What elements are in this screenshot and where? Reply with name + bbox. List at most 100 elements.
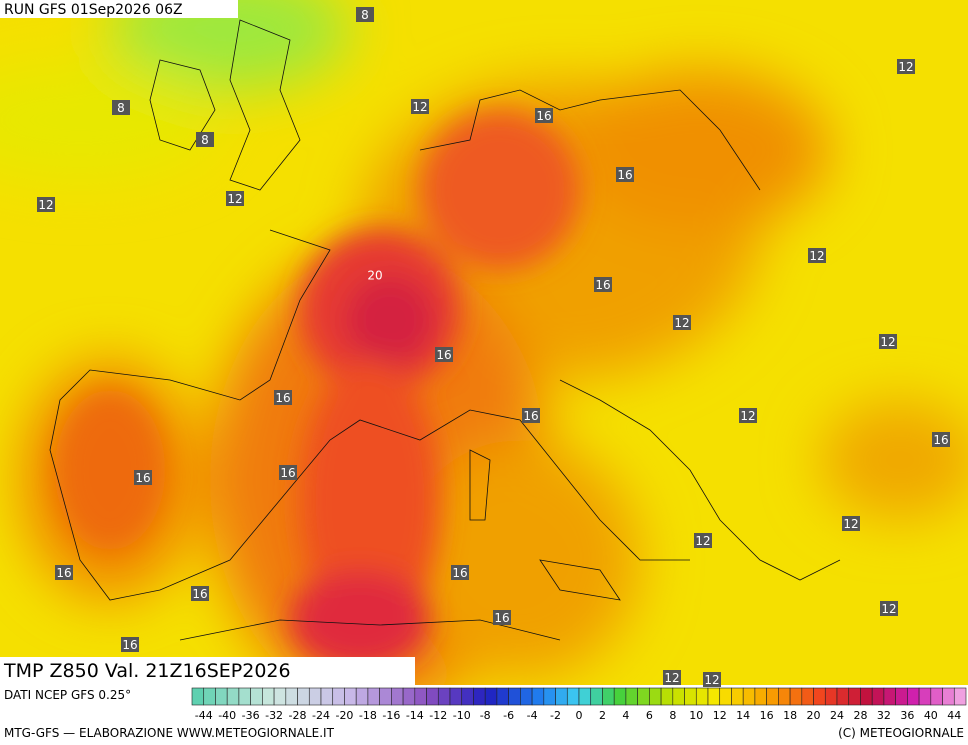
map-title: TMP Z850 Val. 21Z16SEP2026 bbox=[3, 660, 291, 682]
colorbar-cell bbox=[754, 687, 767, 706]
colorbar-tick-label: 36 bbox=[900, 709, 914, 722]
colorbar-cell bbox=[801, 687, 814, 706]
colorbar-cell bbox=[238, 687, 251, 706]
colorbar-cell bbox=[308, 687, 322, 706]
colorbar-cell bbox=[742, 687, 756, 706]
colorbar-cell bbox=[215, 687, 228, 706]
contour-label-box bbox=[535, 108, 553, 123]
credit-left: MTG-GFS — ELABORAZIONE WWW.METEOGIORNALE… bbox=[4, 726, 335, 740]
colorbar-cell bbox=[907, 687, 920, 706]
colorbar-cell bbox=[273, 687, 287, 706]
contour-label: 16 bbox=[56, 566, 71, 580]
colorbar-cell bbox=[578, 687, 592, 706]
colorbar-cell bbox=[426, 687, 439, 706]
contour-label: 12 bbox=[881, 602, 896, 616]
colorbar-tick-label: 10 bbox=[689, 709, 703, 722]
contour-label-box bbox=[279, 465, 297, 480]
contour-label-box bbox=[932, 432, 950, 447]
contour-label-box bbox=[451, 565, 469, 580]
contour-label: 12 bbox=[664, 671, 679, 685]
contour-label: 12 bbox=[227, 192, 242, 206]
contour-label: 16 bbox=[192, 587, 207, 601]
contour-label-box bbox=[880, 601, 898, 616]
colorbar-cell bbox=[484, 687, 498, 706]
contour-label-box bbox=[196, 132, 214, 147]
contour-label-box bbox=[842, 516, 860, 531]
colorbar-cell bbox=[566, 687, 580, 706]
colorbar-cell bbox=[226, 687, 240, 706]
contour-label-box bbox=[663, 670, 681, 685]
title-box bbox=[0, 657, 415, 685]
contour-label-box bbox=[522, 408, 540, 423]
colorbar-cell bbox=[602, 687, 615, 706]
contour-label: 12 bbox=[880, 335, 895, 349]
colorbar-tick-label: 2 bbox=[599, 709, 606, 722]
colorbar-tick-label: -10 bbox=[453, 709, 471, 722]
colorbar-tick-label: 6 bbox=[646, 709, 653, 722]
colorbar-tick-label: -16 bbox=[382, 709, 400, 722]
contour-label: 16 bbox=[135, 471, 150, 485]
contour-label: 16 bbox=[536, 109, 551, 123]
contour-label: 12 bbox=[704, 673, 719, 687]
colorbar-tick-label: 4 bbox=[622, 709, 629, 722]
colorbar-cell bbox=[731, 687, 744, 706]
contour-label-box bbox=[191, 586, 209, 601]
colorbar-cell bbox=[613, 687, 627, 706]
colorbar-cell bbox=[531, 687, 545, 706]
contour-label: 8 bbox=[361, 8, 369, 22]
colorbar-tick-label: -6 bbox=[503, 709, 514, 722]
colorbar-cell bbox=[414, 687, 427, 706]
colorbar-tick-label: -28 bbox=[289, 709, 307, 722]
contour-label: 8 bbox=[117, 101, 125, 115]
contour-label: 12 bbox=[674, 316, 689, 330]
colorbar-cell bbox=[695, 687, 709, 706]
colorbar-cell bbox=[590, 687, 603, 706]
contour-label: 16 bbox=[494, 611, 509, 625]
colorbar-cell bbox=[543, 687, 556, 706]
colorbar-cell bbox=[883, 687, 896, 706]
colorbar-tick-label: -14 bbox=[406, 709, 424, 722]
colorbar-tick-label: -8 bbox=[480, 709, 491, 722]
contour-label: 16 bbox=[275, 391, 290, 405]
coastlines bbox=[49, 19, 841, 641]
colorbar-cell bbox=[637, 687, 650, 706]
contour-label: 12 bbox=[809, 249, 824, 263]
temperature-field bbox=[0, 0, 968, 685]
contour-label-box bbox=[112, 100, 130, 115]
colorbar-tick-label: -4 bbox=[527, 709, 538, 722]
contour-label: 12 bbox=[843, 517, 858, 531]
colorbar-cell bbox=[684, 687, 697, 706]
colorbar-tick-label: -18 bbox=[359, 709, 377, 722]
colorbar-tick-label: 44 bbox=[947, 709, 961, 722]
colorbar-cell bbox=[379, 687, 392, 706]
colorbar-cell bbox=[473, 687, 486, 706]
credit-right: (C) METEOGIORNALE bbox=[838, 726, 964, 740]
contour-label: 20 bbox=[367, 269, 382, 283]
colorbar-cell bbox=[191, 687, 205, 706]
contour-label: 16 bbox=[280, 466, 295, 480]
contour-label-box bbox=[134, 470, 152, 485]
colorbar-cell bbox=[813, 687, 826, 706]
colorbar-cell bbox=[953, 687, 967, 706]
contour-label: 16 bbox=[617, 168, 632, 182]
colorbar-cell bbox=[871, 687, 885, 706]
colorbar-cell bbox=[625, 687, 638, 706]
colorbar-cell bbox=[250, 687, 263, 706]
colorbar-tick-label: -32 bbox=[265, 709, 283, 722]
colorbar-cell bbox=[332, 687, 345, 706]
colorbar-cell bbox=[895, 687, 908, 706]
colorbar-cell bbox=[262, 687, 275, 706]
contour-label: 12 bbox=[695, 534, 710, 548]
contour-label-box bbox=[226, 191, 244, 206]
colorbar-tick-label: 32 bbox=[877, 709, 891, 722]
contour-label: 8 bbox=[201, 133, 209, 147]
contour-label: 16 bbox=[436, 348, 451, 362]
contour-label: 12 bbox=[38, 198, 53, 212]
colorbar-tick-label: 0 bbox=[576, 709, 583, 722]
contour-label: 16 bbox=[933, 433, 948, 447]
contour-label-box bbox=[37, 197, 55, 212]
colorbar-cell bbox=[367, 687, 380, 706]
contour-label: 12 bbox=[740, 409, 755, 423]
colorbar-cell bbox=[520, 687, 533, 706]
